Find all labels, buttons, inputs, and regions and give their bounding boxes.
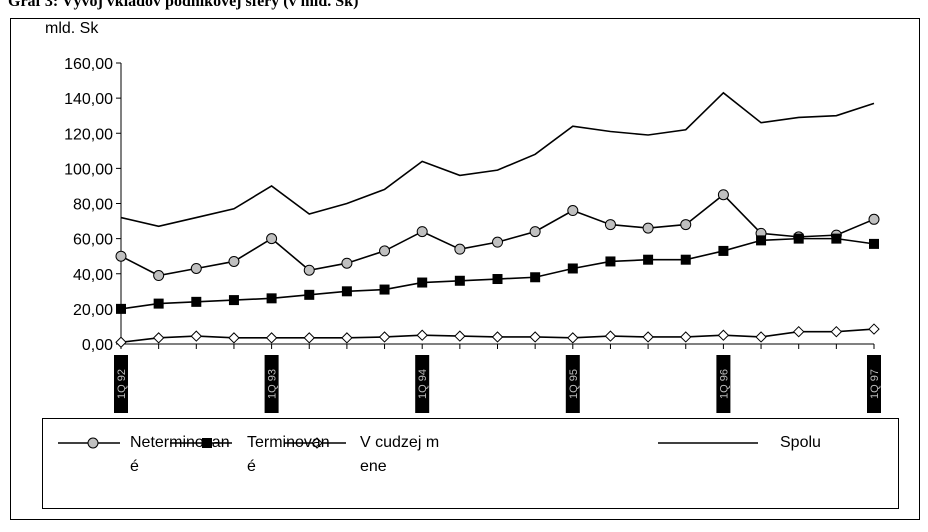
legend-label: Terminované [247, 434, 330, 475]
point [304, 289, 315, 300]
point [153, 298, 164, 309]
y-tick-label: 120,00 [64, 126, 113, 143]
x-label-box [867, 355, 881, 413]
point [868, 213, 880, 225]
point [567, 332, 579, 344]
y-tick-label: 160,00 [64, 56, 113, 73]
point [830, 325, 843, 338]
point [492, 274, 503, 285]
frame [10, 18, 920, 520]
point [755, 331, 767, 343]
point [379, 284, 390, 295]
point [717, 329, 730, 341]
point [491, 331, 504, 343]
point [379, 245, 391, 257]
point [793, 233, 804, 244]
point [341, 332, 353, 344]
y-axis-label: mld. Sk [45, 20, 99, 37]
point [416, 329, 428, 341]
point [266, 233, 278, 245]
point [869, 238, 879, 249]
point [454, 275, 465, 286]
point [266, 293, 277, 304]
point [643, 254, 654, 265]
point [642, 222, 654, 234]
point [228, 332, 240, 344]
point [417, 277, 428, 288]
point [341, 286, 352, 297]
x-label-box [565, 355, 580, 413]
legend-marker [87, 437, 99, 449]
point [454, 243, 466, 255]
point [341, 257, 353, 269]
point [718, 245, 729, 256]
point [416, 226, 428, 238]
point [152, 332, 165, 344]
y-tick-label: 140,00 [64, 91, 113, 108]
y-tick-label: 40,00 [73, 267, 113, 284]
point [868, 323, 880, 335]
point [191, 296, 202, 307]
legend-label: Neterminované [130, 434, 230, 475]
y-tick-label: 80,00 [73, 197, 113, 214]
point [115, 336, 127, 348]
point [642, 331, 654, 343]
x-label-box [264, 355, 279, 413]
point [378, 331, 391, 343]
point [265, 332, 278, 344]
point [756, 235, 767, 246]
legend-marker [311, 437, 323, 449]
point [529, 226, 541, 238]
point [717, 189, 729, 201]
point [228, 295, 239, 306]
point [831, 233, 842, 244]
legend-box [42, 418, 899, 509]
chart-title: Graf 3: Vývoj vkladov podnikovej sféry (… [8, 0, 358, 10]
series-line [120, 91, 875, 228]
legend-marker [202, 438, 212, 448]
point [604, 219, 616, 231]
point [529, 331, 541, 343]
x-tick-label: 1Q 97 [869, 369, 881, 399]
point [530, 272, 541, 283]
x-label-box [114, 355, 128, 413]
x-tick-label: 1Q 93 [267, 369, 279, 399]
x-tick-label: 1Q 95 [568, 369, 580, 399]
point [115, 250, 127, 262]
point [792, 325, 805, 338]
point [190, 330, 203, 342]
point [303, 332, 315, 344]
point [492, 236, 503, 248]
point [303, 264, 315, 276]
point [228, 255, 240, 267]
point [680, 219, 692, 231]
x-tick-label: 1Q 92 [116, 369, 128, 399]
point [567, 263, 578, 274]
x-tick-label: 1Q 94 [417, 369, 429, 399]
point [116, 303, 126, 314]
point [454, 330, 466, 342]
point [190, 262, 202, 274]
point [605, 256, 616, 267]
legend-label: V cudzej mene [360, 434, 440, 475]
y-tick-label: 100,00 [64, 161, 113, 178]
x-tick-label: 1Q 96 [718, 369, 730, 399]
y-tick-label: 20,00 [73, 302, 113, 319]
point [567, 205, 579, 217]
point [680, 331, 692, 343]
point [604, 330, 617, 342]
point [153, 270, 165, 282]
point [680, 254, 691, 265]
x-label-box [415, 355, 430, 413]
y-tick-label: 0,00 [82, 337, 113, 354]
x-label-box [716, 355, 731, 413]
legend-label: Spolu [780, 434, 821, 451]
y-tick-label: 60,00 [73, 232, 113, 249]
